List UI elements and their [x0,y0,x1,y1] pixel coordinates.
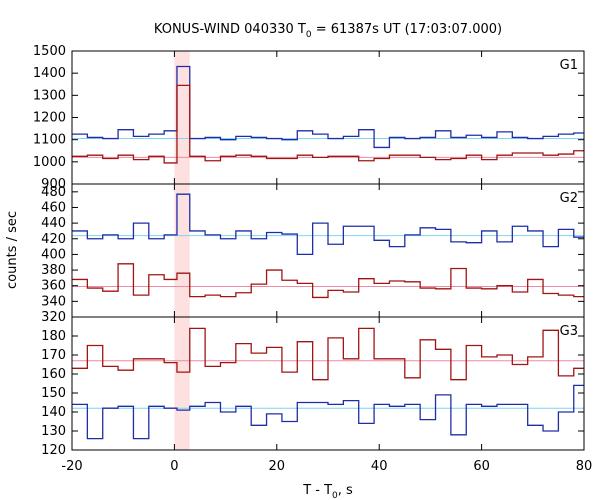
series-blue [72,384,584,440]
x-tick-label: 0 [170,459,178,474]
y-tick-label: 1400 [33,66,66,81]
y-tick-label: 1100 [33,133,66,148]
y-tick-label: 150 [41,386,66,401]
shaded-interval [174,184,190,317]
y-tick-label: 460 [41,200,66,215]
y-tick-label: 320 [41,310,66,325]
y-tick-label: 900 [41,177,66,192]
plot-panels: 900100011001200130014001500G132034036038… [33,44,592,474]
y-tick-label: 340 [41,294,66,309]
y-tick-label: 1200 [33,111,66,126]
y-tick-label: 480 [41,185,66,200]
y-axis-label: counts / sec [5,211,20,289]
series-blue [72,65,584,149]
y-tick-label: 1300 [33,88,66,103]
x-axis-label: T - T0, s [302,483,353,500]
y-tick-label: 380 [41,263,66,278]
y-tick-label: 120 [41,443,66,458]
y-tick-label: 180 [41,329,66,344]
panel-label: G2 [560,191,578,206]
y-tick-label: 400 [41,247,66,262]
y-tick-label: 1000 [33,155,66,170]
x-tick-label: 80 [576,459,593,474]
x-tick-label: -20 [61,459,82,474]
x-tick-label: 60 [473,459,490,474]
y-tick-label: 360 [41,279,66,294]
y-tick-label: 160 [41,367,66,382]
panel-label: G3 [560,324,578,339]
panel-frame [71,316,585,451]
series-blue [72,193,584,256]
series-red [72,327,584,381]
x-tick-label: 20 [269,459,286,474]
y-tick-label: 420 [41,232,66,247]
y-tick-label: 130 [41,424,66,439]
shaded-interval [174,51,190,184]
y-tick-label: 440 [41,216,66,231]
y-tick-label: 140 [41,405,66,420]
panel-g1: 900 1000 1100 1200 1300 1400 1500 G1 [33,44,585,192]
series-red [72,263,584,299]
chart-title: KONUS-WIND 040330 T0 = 61387s UT (17:03:… [154,22,502,40]
series-red [72,84,584,164]
shaded-interval [174,317,190,450]
panel-g3: 120 130 140 150 160 170 180 G3 [41,316,585,458]
x-tick-label: 40 [371,459,388,474]
y-tick-label: 170 [41,348,66,363]
y-tick-label: 1500 [33,44,66,59]
panel-label: G1 [560,58,578,73]
panel-frame [71,50,585,185]
